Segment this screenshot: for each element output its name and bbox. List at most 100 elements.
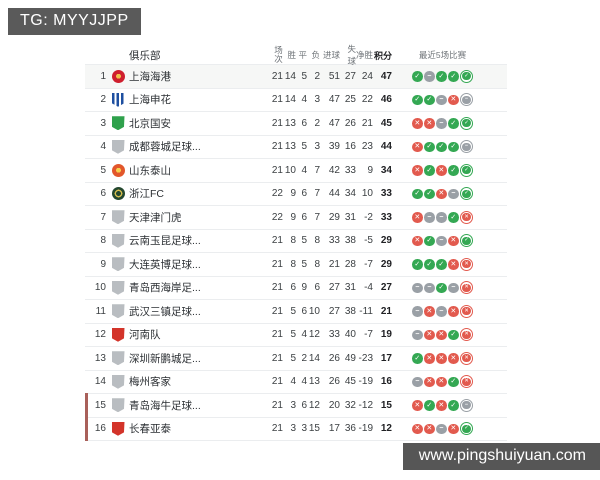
goals-for-value: 51 [328, 70, 340, 82]
table-row[interactable]: 10 青岛西海岸足... 21 6 9 6 27 31 -4 27 − − ✓ − ✕ [85, 277, 507, 300]
losses-value: 12 [308, 329, 320, 341]
form-loss-icon: ✕ [412, 165, 423, 176]
table-row[interactable]: 16 长春亚泰 21 3 3 15 17 36 -19 12 ✕ ✕ − ✕ ✓ [85, 416, 507, 441]
form-draw-icon: − [412, 329, 423, 340]
wins-value: 5 [290, 352, 296, 364]
points-value: 46 [380, 94, 392, 106]
club-badge-icon [111, 69, 125, 83]
club-badge-wrap [111, 116, 125, 131]
table-row[interactable]: 13 深圳新鹏城足... 21 5 2 14 26 49 -23 17 ✓ ✕ ✕ ✕… [85, 347, 507, 371]
club-name[interactable]: 山东泰山 [129, 164, 171, 177]
form-loss-icon: ✕ [448, 259, 459, 270]
played-value: 21 [271, 352, 283, 364]
form-loss-icon: ✕ [448, 423, 459, 434]
rank-number: 3 [100, 117, 106, 129]
header-wins: 胜 [287, 50, 296, 60]
form-win-icon: ✓ [412, 353, 423, 364]
goal-diff-value: -4 [364, 282, 373, 294]
form-win-icon: ✓ [460, 422, 473, 436]
club-name[interactable]: 青岛西海岸足... [129, 282, 201, 295]
club-name[interactable]: 河南队 [129, 329, 161, 342]
table-row[interactable]: 12 河南队 21 5 4 12 33 40 -7 19 − ✕ ✕ ✓ ✕ [85, 324, 507, 347]
draws-value: 6 [301, 188, 307, 200]
club-name[interactable]: 长春亚泰 [129, 423, 171, 436]
table-row[interactable]: 2 上海申花 21 14 4 3 47 25 22 46 ✓ ✓ − ✕ − [85, 89, 507, 112]
goal-diff-value: -12 [358, 399, 373, 411]
table-row[interactable]: 6 浙江FC 22 9 6 7 44 34 10 33 ✓ ✓ ✕ − ✓ [85, 183, 507, 206]
club-badge-icon [111, 421, 125, 436]
losses-value: 8 [314, 258, 320, 270]
club-name[interactable]: 浙江FC [129, 188, 164, 201]
club-name[interactable]: 武汉三镇足球... [129, 305, 201, 318]
club-name[interactable]: 深圳新鹏城足... [129, 352, 201, 365]
table-row[interactable]: 7 天津津门虎 22 9 6 7 29 31 -2 33 ✕ − − ✓ ✕ [85, 206, 507, 230]
table-row[interactable]: 3 北京国安 21 13 6 2 47 26 21 45 ✕ ✕ − ✓ ✓ [85, 112, 507, 136]
draws-value: 6 [301, 399, 307, 411]
club-badge-wrap [111, 421, 125, 436]
form-draw-icon: − [436, 212, 447, 223]
club-badge-wrap [111, 163, 125, 177]
losses-value: 14 [308, 352, 320, 364]
form-loss-icon: ✕ [424, 306, 435, 317]
points-value: 47 [380, 70, 392, 82]
club-name[interactable]: 上海海港 [129, 70, 171, 83]
points-value: 12 [380, 423, 392, 435]
table-row[interactable]: 4 成都蓉城足球... 21 13 5 3 39 16 23 44 ✕ ✓ ✓ ✓ − [85, 136, 507, 159]
header-played: 场次 [239, 45, 283, 64]
club-badge-icon [111, 257, 125, 272]
points-value: 34 [380, 164, 392, 176]
goals-against-value: 16 [344, 141, 356, 153]
draws-value: 4 [301, 94, 307, 106]
club-badge-wrap [111, 304, 125, 319]
table-row[interactable]: 15 青岛海牛足球... 21 3 6 12 20 32 -12 15 ✕ ✓ ✕ ✓… [85, 393, 507, 418]
club-name[interactable]: 天津津门虎 [129, 211, 182, 224]
played-value: 21 [271, 423, 283, 435]
goal-diff-value: -11 [359, 305, 373, 317]
table-row[interactable]: 9 大连英博足球... 21 8 5 8 21 28 -7 29 ✓ ✓ ✓ ✕ ✕ [85, 253, 507, 277]
club-badge-icon [111, 398, 125, 413]
table-row[interactable]: 5 山东泰山 21 10 4 7 42 33 9 34 ✕ ✓ ✕ ✓ ✓ [85, 159, 507, 183]
club-name[interactable]: 云南玉昆足球... [129, 235, 201, 248]
table-row[interactable]: 1 上海海港 21 14 5 2 51 27 24 47 ✓ − ✓ ✓ ✓ [85, 65, 507, 89]
losses-value: 13 [308, 376, 320, 388]
club-name[interactable]: 大连英博足球... [129, 258, 201, 271]
form-win-icon: ✓ [424, 235, 435, 246]
form-win-icon: ✓ [448, 329, 459, 340]
table-row[interactable]: 14 梅州客家 21 4 4 13 26 45 -19 16 − ✕ ✕ ✓ ✕ [85, 371, 507, 394]
club-name[interactable]: 北京国安 [129, 117, 171, 130]
losses-value: 2 [314, 117, 320, 129]
wins-value: 6 [290, 282, 296, 294]
form-draw-icon: − [460, 140, 473, 154]
club-name[interactable]: 上海申花 [129, 94, 171, 107]
played-value: 21 [271, 399, 283, 411]
club-name[interactable]: 梅州客家 [129, 376, 171, 389]
form-loss-icon: ✕ [436, 376, 447, 387]
wins-value: 9 [290, 211, 296, 223]
league-standings-table: 俱乐部 场次 胜 平 负 进球 失球 净胜 积分 最近5场比赛 1 上海海港 2… [85, 44, 507, 441]
rank-number: 11 [95, 305, 106, 317]
draws-value: 4 [301, 376, 307, 388]
form-loss-icon: ✕ [412, 400, 423, 411]
table-row[interactable]: 11 武汉三镇足球... 21 5 6 10 27 38 -11 21 − ✕ − ✕… [85, 300, 507, 324]
club-badge-wrap [111, 374, 125, 389]
points-value: 29 [380, 258, 392, 270]
form-win-icon: ✓ [448, 165, 459, 176]
form-loss-icon: ✕ [424, 423, 435, 434]
table-row[interactable]: 8 云南玉昆足球... 21 8 5 8 33 38 -5 29 ✕ ✓ − ✕ ✓ [85, 230, 507, 253]
wins-value: 3 [290, 423, 296, 435]
form-loss-icon: ✕ [424, 329, 435, 340]
losses-value: 15 [308, 423, 320, 435]
goal-diff-value: -5 [364, 235, 373, 247]
goals-for-value: 42 [328, 164, 340, 176]
club-name[interactable]: 成都蓉城足球... [129, 141, 201, 154]
form-win-icon: ✓ [460, 116, 473, 130]
club-name[interactable]: 青岛海牛足球... [129, 399, 201, 412]
form-win-icon: ✓ [448, 118, 459, 129]
header-draws: 平 [298, 50, 307, 60]
played-value: 21 [271, 329, 283, 341]
club-badge-icon [111, 374, 125, 389]
wins-value: 8 [290, 235, 296, 247]
form-loss-icon: ✕ [424, 353, 435, 364]
points-value: 27 [380, 282, 392, 294]
points-value: 17 [380, 352, 392, 364]
